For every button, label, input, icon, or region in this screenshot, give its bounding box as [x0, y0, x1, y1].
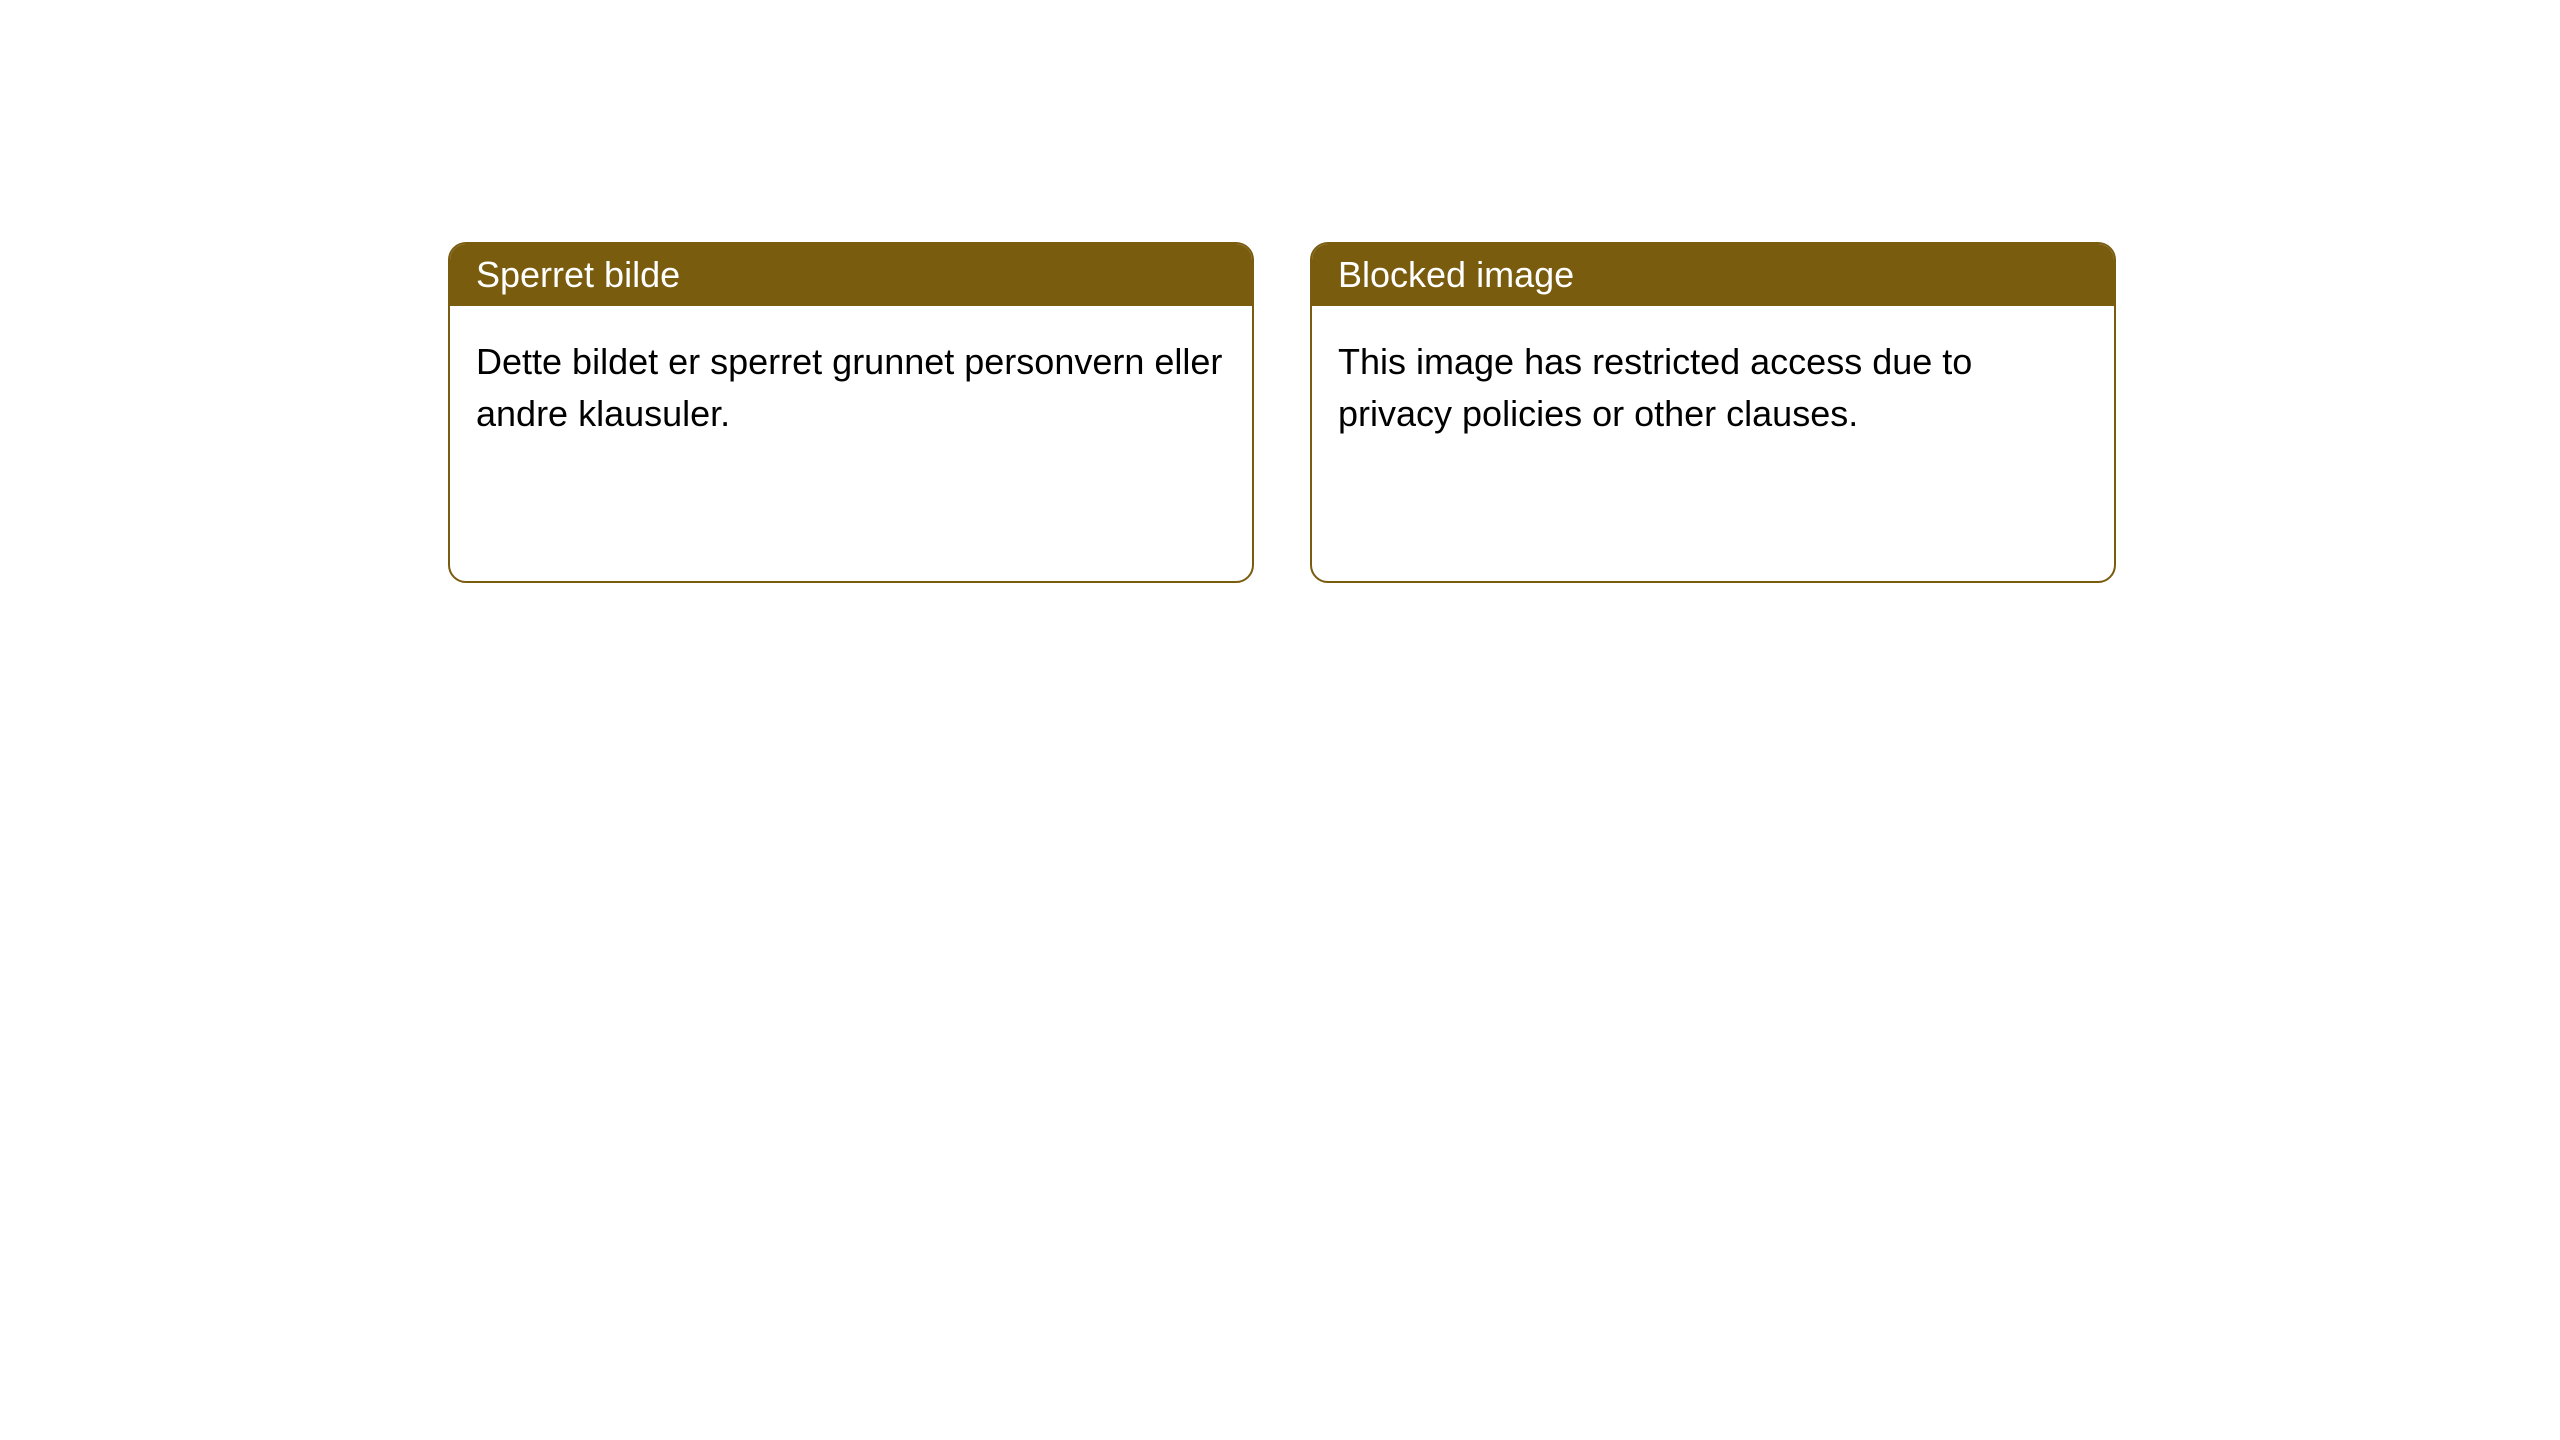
notice-header-norwegian: Sperret bilde	[450, 244, 1252, 306]
notice-container: Sperret bilde Dette bildet er sperret gr…	[0, 0, 2560, 583]
notice-card-english: Blocked image This image has restricted …	[1310, 242, 2116, 583]
notice-body-english: This image has restricted access due to …	[1312, 306, 2114, 581]
notice-card-norwegian: Sperret bilde Dette bildet er sperret gr…	[448, 242, 1254, 583]
notice-header-english: Blocked image	[1312, 244, 2114, 306]
notice-body-norwegian: Dette bildet er sperret grunnet personve…	[450, 306, 1252, 581]
